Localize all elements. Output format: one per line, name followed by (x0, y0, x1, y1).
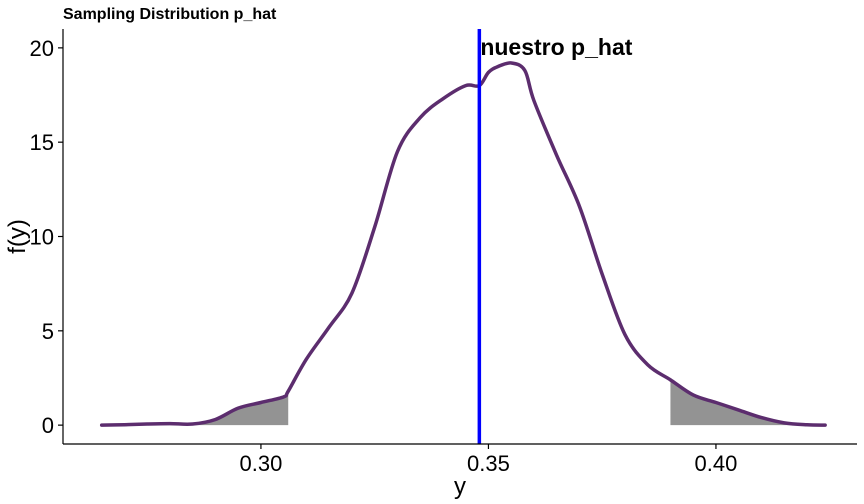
x-axis-title: y (454, 473, 466, 500)
shaded-tails (101, 379, 826, 426)
y-tick-label: 15 (30, 130, 54, 155)
y-tick-label: 5 (42, 319, 54, 344)
y-tick-label: 10 (30, 225, 54, 250)
y-axis-title: f(y) (4, 219, 31, 254)
chart-title: Sampling Distribution p_hat (63, 6, 277, 23)
left-tail-shade (101, 391, 289, 426)
right-tail-shade (670, 379, 826, 426)
p-hat-annotation: nuestro p_hat (480, 34, 632, 60)
density-curve (99, 61, 827, 427)
y-tick-label: 20 (30, 36, 54, 61)
y-tick-label: 0 (42, 413, 54, 438)
x-tick-label: 0.35 (467, 451, 510, 476)
x-tick-label: 0.40 (695, 451, 738, 476)
x-tick-label: 0.30 (240, 451, 283, 476)
axes: 0.30 0.35 0.40 0 5 10 15 20 (30, 29, 857, 476)
